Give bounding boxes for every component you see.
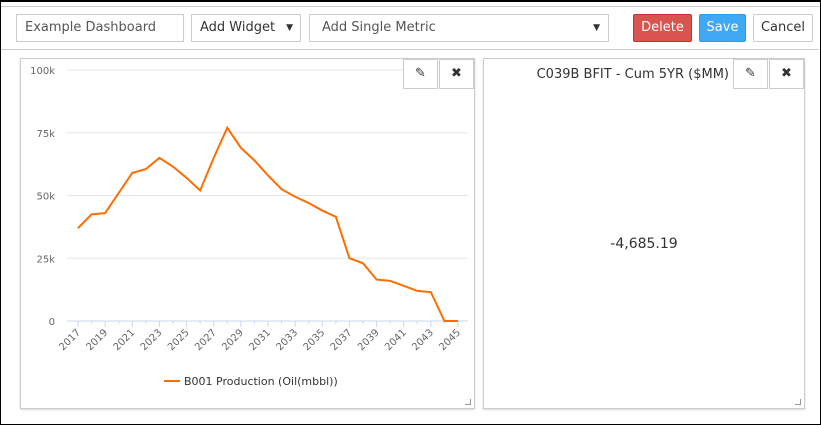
- x-tick-label: 2037: [329, 327, 355, 353]
- x-tick-label: 2031: [247, 327, 273, 353]
- metric-value: -4,685.19: [610, 236, 678, 252]
- resize-handle[interactable]: [465, 399, 471, 405]
- y-tick-label: 25k: [36, 254, 55, 265]
- x-tick-label: 2045: [437, 327, 463, 353]
- y-tick-label: 100k: [30, 66, 55, 77]
- toolbar: Example Dashboard Add Widget ▼ Add Single…: [1, 6, 819, 50]
- save-button[interactable]: Save: [699, 14, 746, 42]
- dashboard-name-input[interactable]: Example Dashboard: [16, 14, 184, 42]
- x-tick-label: 2043: [410, 327, 436, 353]
- pencil-icon: ✎: [745, 66, 756, 81]
- x-tick-label: 2019: [84, 327, 110, 353]
- cancel-button[interactable]: Cancel: [753, 14, 813, 42]
- x-tick-label: 2029: [220, 327, 246, 353]
- x-tick-label: 2017: [57, 327, 83, 353]
- metric-widget: C039B BFIT - Cum 5YR ($MM) ✎ ✖ -4,685.19: [483, 58, 805, 409]
- resize-handle[interactable]: [795, 399, 801, 405]
- x-tick-label: 2023: [139, 327, 165, 353]
- x-tick-label: 2033: [274, 327, 300, 353]
- add-single-metric-select[interactable]: Add Single Metric ▼: [309, 14, 609, 42]
- x-tick-label: 2039: [356, 327, 382, 353]
- delete-button[interactable]: Delete: [633, 14, 692, 42]
- x-tick-label: 2041: [383, 327, 409, 353]
- series-line: [77, 125, 458, 322]
- y-tick-label: 75k: [36, 129, 55, 140]
- add-widget-label: Add Widget: [200, 20, 276, 35]
- x-tick-label: 2027: [193, 327, 219, 353]
- chart-widget: 0 25k 50k 75k 100k 2017 2019 2021 2023 2025 2027 20…: [20, 58, 475, 409]
- caret-down-icon: ▼: [593, 23, 600, 33]
- close-icon: ✖: [781, 66, 792, 81]
- add-metric-label: Add Single Metric: [322, 20, 436, 35]
- close-icon: ✖: [451, 66, 462, 81]
- metric-title: C039B BFIT - Cum 5YR ($MM): [536, 67, 729, 82]
- caret-down-icon: ▼: [286, 23, 293, 33]
- legend-label: B001 Production (Oil(mbbl)): [184, 375, 338, 388]
- close-widget-button[interactable]: ✖: [439, 59, 474, 89]
- y-tick-label: 50k: [36, 192, 55, 203]
- close-widget-button[interactable]: ✖: [769, 59, 804, 89]
- x-tick-label: 2025: [166, 327, 192, 353]
- edit-widget-button[interactable]: ✎: [733, 59, 768, 89]
- x-tick-label: 2021: [112, 327, 138, 353]
- x-tick-label: 2035: [302, 327, 328, 353]
- add-widget-dropdown[interactable]: Add Widget ▼: [191, 14, 301, 42]
- pencil-icon: ✎: [415, 66, 426, 81]
- edit-widget-button[interactable]: ✎: [403, 59, 438, 89]
- y-tick-label: 0: [49, 317, 55, 328]
